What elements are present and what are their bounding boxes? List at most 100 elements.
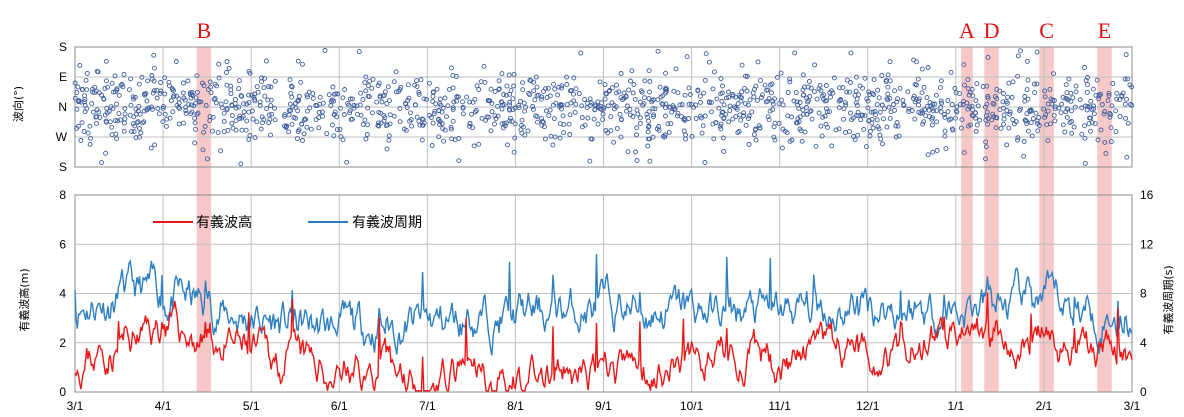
direction-point xyxy=(1064,90,1070,96)
direction-point xyxy=(945,98,951,103)
direction-point xyxy=(110,105,116,111)
direction-point xyxy=(816,110,822,116)
direction-point xyxy=(1108,125,1114,131)
direction-point xyxy=(442,95,448,101)
direction-point xyxy=(735,101,741,107)
direction-point xyxy=(1029,133,1035,139)
direction-point xyxy=(438,102,444,108)
direction-point xyxy=(75,84,81,90)
direction-point xyxy=(543,108,549,114)
direction-point xyxy=(300,61,305,67)
direction-point xyxy=(519,117,525,123)
direction-point xyxy=(939,100,945,106)
direction-point xyxy=(1124,76,1130,82)
direction-point xyxy=(823,106,829,112)
direction-point xyxy=(797,100,803,105)
height-series-line xyxy=(74,292,1133,394)
direction-point xyxy=(430,89,436,95)
direction-point xyxy=(212,95,218,101)
direction-point xyxy=(492,121,497,127)
direction-point xyxy=(760,92,765,98)
direction-point xyxy=(949,126,955,132)
direction-point xyxy=(507,99,513,105)
direction-point xyxy=(369,110,375,116)
direction-point xyxy=(823,121,829,127)
direction-point xyxy=(673,66,679,72)
direction-point xyxy=(501,92,507,97)
direction-point xyxy=(799,138,805,144)
direction-point xyxy=(88,135,94,141)
direction-point xyxy=(1028,120,1034,126)
direction-point xyxy=(364,132,370,137)
direction-point xyxy=(740,113,746,119)
direction-point xyxy=(249,108,255,114)
direction-point xyxy=(736,129,742,134)
direction-point xyxy=(1093,92,1099,98)
direction-point xyxy=(946,117,952,123)
direction-point xyxy=(1086,121,1092,127)
direction-point xyxy=(753,137,759,143)
direction-point xyxy=(627,107,633,113)
direction-point xyxy=(424,96,429,102)
direction-point xyxy=(559,83,565,89)
direction-point xyxy=(960,102,966,107)
direction-point xyxy=(842,100,848,106)
direction-point xyxy=(131,129,137,135)
direction-point xyxy=(236,104,242,110)
direction-point xyxy=(129,129,135,135)
direction-point xyxy=(1110,80,1116,86)
direction-point xyxy=(82,96,88,102)
direction-point xyxy=(738,117,744,123)
direction-point xyxy=(994,96,1000,102)
direction-point xyxy=(797,126,803,132)
direction-point xyxy=(228,91,234,97)
direction-point xyxy=(1092,121,1098,127)
direction-point xyxy=(973,115,979,121)
direction-point xyxy=(496,86,502,92)
direction-point xyxy=(133,135,139,141)
direction-point xyxy=(879,102,885,108)
direction-point xyxy=(1034,81,1040,87)
direction-point xyxy=(1082,123,1087,129)
direction-point xyxy=(967,89,973,95)
direction-point xyxy=(401,126,407,132)
direction-point xyxy=(847,89,852,95)
direction-point xyxy=(875,87,881,93)
direction-point xyxy=(118,117,123,123)
direction-point xyxy=(573,86,579,92)
direction-point xyxy=(479,115,485,121)
direction-point xyxy=(365,122,370,128)
direction-point xyxy=(407,118,413,124)
direction-point xyxy=(116,92,122,98)
direction-point xyxy=(584,105,590,110)
direction-point xyxy=(591,116,597,122)
direction-point xyxy=(358,90,364,96)
month-tick-label: 3/1 xyxy=(67,399,84,413)
direction-point xyxy=(886,104,892,110)
direction-point xyxy=(552,134,558,140)
direction-point xyxy=(941,112,947,117)
direction-point xyxy=(1102,109,1108,114)
direction-point xyxy=(530,104,536,109)
direction-point xyxy=(103,119,109,125)
direction-point xyxy=(819,133,825,139)
direction-point xyxy=(236,86,242,92)
direction-point xyxy=(925,103,930,109)
direction-point xyxy=(723,95,729,101)
direction-point xyxy=(507,115,513,121)
direction-point xyxy=(239,93,245,99)
direction-point xyxy=(679,102,685,107)
direction-point xyxy=(145,106,151,112)
direction-point xyxy=(974,81,980,87)
direction-point xyxy=(80,87,86,92)
direction-point xyxy=(727,108,733,114)
direction-point xyxy=(739,89,745,95)
direction-point xyxy=(910,95,916,101)
direction-point xyxy=(163,123,169,129)
direction-point xyxy=(1082,135,1088,141)
height-tick-label: 8 xyxy=(59,188,66,202)
direction-point xyxy=(131,114,137,120)
direction-point xyxy=(771,134,777,140)
direction-point xyxy=(1003,99,1009,105)
direction-point xyxy=(1052,118,1058,124)
